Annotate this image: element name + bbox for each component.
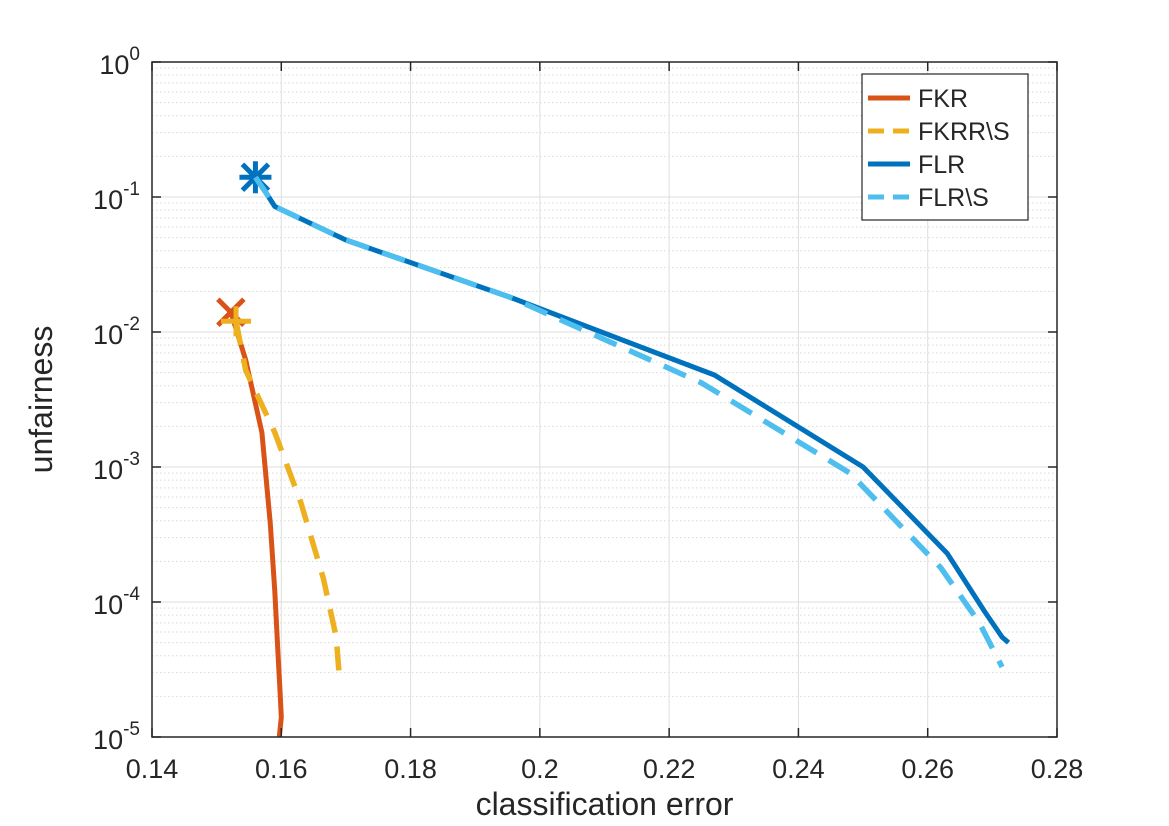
y-tick-exponent: -4 (123, 584, 140, 605)
y-axis-label: unfairness (23, 326, 59, 474)
y-tick-base: 10 (93, 590, 123, 620)
y-tick-label: 10-3 (93, 449, 140, 485)
axes-box (151, 61, 1058, 738)
legend-item-flr: FLR (868, 151, 965, 179)
x-tick-label: 0.14 (126, 754, 179, 784)
x-tick-label: 0.2 (521, 754, 559, 784)
y-tick-label: 10-5 (93, 719, 140, 755)
legend-item-fkr: FKR (868, 85, 968, 113)
x-tick-label: 0.22 (643, 754, 696, 784)
y-tick-base: 10 (93, 455, 123, 485)
y-tick-base: 10 (93, 725, 123, 755)
series-fkrr-s (221, 306, 343, 680)
y-tick-exponent: -5 (123, 719, 140, 740)
legend-item-fkrr-s: FKRR\S (868, 118, 1010, 146)
series-line-fkr (228, 311, 284, 738)
y-tick-exponent: -3 (123, 449, 140, 470)
x-tick-label: 0.18 (384, 754, 437, 784)
y-tick-label: 10-4 (93, 584, 140, 620)
series-line-fkrr-s (233, 320, 343, 680)
x-tick-label: 0.16 (255, 754, 308, 784)
x-tick-label: 0.28 (1031, 754, 1084, 784)
legend-label: FLR\S (918, 184, 989, 212)
y-tick-base: 10 (99, 50, 129, 80)
x-tick-label: 0.24 (772, 754, 825, 784)
y-tick-base: 10 (93, 320, 123, 350)
y-tick-label: 100 (99, 44, 140, 80)
legend-label: FKR (918, 85, 968, 113)
legend-label: FKRR\S (918, 118, 1010, 146)
x-tick-label: 0.26 (901, 754, 954, 784)
series-line-flr-s (253, 175, 1005, 669)
legend: FKR FKRR\S FLR FLR\S (861, 73, 1029, 221)
x-axis-label: classification error (476, 786, 734, 822)
axes-frame (151, 61, 1058, 738)
series-line-flr (253, 175, 1011, 645)
y-tick-label: 10-2 (93, 314, 140, 350)
x-axis: 0.14 0.16 0.18 0.2 0.22 0.24 0.26 0.28 (126, 62, 1084, 784)
series-marker-fkrr-s (221, 306, 252, 337)
y-tick-exponent: 0 (129, 44, 140, 65)
y-tick-base: 10 (93, 185, 123, 215)
y-tick-label: 10-1 (93, 179, 140, 215)
series-layer (216, 161, 1011, 738)
y-tick-exponent: -1 (123, 179, 140, 200)
series-flr-s (253, 175, 1005, 669)
y-tick-exponent: -2 (123, 314, 140, 335)
series-marker-flr (239, 161, 272, 194)
legend-item-flr-s: FLR\S (868, 184, 989, 212)
legend-label: FLR (918, 151, 965, 179)
